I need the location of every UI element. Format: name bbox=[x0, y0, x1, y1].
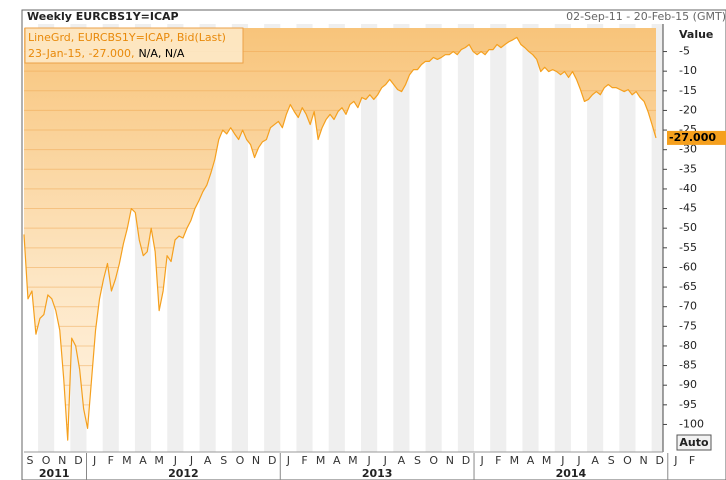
x-tick-label: J bbox=[286, 454, 290, 467]
x-tick-label: N bbox=[58, 454, 66, 467]
y-tick-label: -20 bbox=[679, 103, 697, 116]
y-tick-label: -60 bbox=[679, 260, 697, 273]
x-tick-label: D bbox=[462, 454, 470, 467]
x-tick-label: F bbox=[301, 454, 307, 467]
auto-button-label[interactable]: Auto bbox=[679, 436, 709, 449]
x-tick-label: J bbox=[560, 454, 564, 467]
x-tick-label: M bbox=[348, 454, 358, 467]
x-tick-label: A bbox=[591, 454, 599, 467]
y-tick-label: -10 bbox=[679, 64, 697, 77]
x-tick-label: M bbox=[122, 454, 132, 467]
x-tick-label: D bbox=[268, 454, 276, 467]
x-tick-label: D bbox=[74, 454, 82, 467]
year-label: 2012 bbox=[168, 467, 199, 480]
y-tick-label: -75 bbox=[679, 319, 697, 332]
x-tick-label: J bbox=[673, 454, 677, 467]
month-stripe bbox=[361, 24, 378, 452]
line-area-fill bbox=[24, 28, 656, 441]
legend-detail: 23-Jan-15, -27.000, bbox=[28, 47, 134, 60]
month-stripe bbox=[619, 24, 636, 452]
x-tick-label: O bbox=[236, 454, 245, 467]
month-stripe bbox=[554, 24, 571, 452]
x-tick-label: M bbox=[542, 454, 552, 467]
plot-area bbox=[23, 24, 663, 452]
legend-series-name: LineGrd, EURCBS1Y=ICAP, Bid(Last) bbox=[28, 31, 226, 44]
y-tick-label: -5 bbox=[679, 45, 690, 58]
x-tick-label: O bbox=[42, 454, 51, 467]
month-stripe bbox=[587, 24, 604, 452]
x-tick-label: O bbox=[429, 454, 438, 467]
x-tick-label: F bbox=[108, 454, 114, 467]
x-tick-label: M bbox=[510, 454, 520, 467]
year-label: 2013 bbox=[362, 467, 393, 480]
x-tick-label: J bbox=[383, 454, 387, 467]
last-value-box bbox=[667, 130, 726, 145]
y-tick-label: -55 bbox=[679, 241, 697, 254]
x-tick-label: A bbox=[398, 454, 406, 467]
month-stripe bbox=[393, 24, 410, 452]
x-tick-label: A bbox=[139, 454, 147, 467]
x-tick-label: D bbox=[655, 454, 663, 467]
x-tick-label: N bbox=[639, 454, 647, 467]
x-tick-label: J bbox=[366, 454, 370, 467]
last-value-label: -27.000 bbox=[669, 131, 716, 144]
x-tick-label: M bbox=[154, 454, 164, 467]
x-tick-label: J bbox=[479, 454, 483, 467]
y-tick-label: -90 bbox=[679, 378, 697, 391]
x-tick-label: F bbox=[689, 454, 695, 467]
chart-subtitle: 02-Sep-11 - 20-Feb-15 (GMT) bbox=[566, 10, 726, 23]
month-stripe bbox=[457, 24, 475, 452]
y-axis-title: Value bbox=[679, 28, 713, 41]
y-tick-label: -85 bbox=[679, 359, 697, 372]
x-tick-label: S bbox=[608, 454, 615, 467]
y-tick-label: -45 bbox=[679, 202, 697, 215]
y-tick-label: -70 bbox=[679, 300, 697, 313]
x-tick-label: F bbox=[495, 454, 501, 467]
x-tick-label: J bbox=[189, 454, 193, 467]
y-tick-label: -80 bbox=[679, 339, 697, 352]
data-line bbox=[23, 36, 657, 441]
x-tick-label: A bbox=[333, 454, 341, 467]
x-tick-label: A bbox=[204, 454, 212, 467]
y-tick-label: -30 bbox=[679, 143, 697, 156]
x-tick-label: J bbox=[576, 454, 580, 467]
month-stripe bbox=[328, 24, 345, 452]
auto-button[interactable] bbox=[676, 434, 712, 451]
x-tick-label: S bbox=[27, 454, 34, 467]
x-tick-label: M bbox=[316, 454, 326, 467]
x-tick-label: J bbox=[92, 454, 96, 467]
x-tick-label: J bbox=[173, 454, 177, 467]
month-stripe bbox=[522, 24, 539, 452]
month-stripe bbox=[425, 24, 442, 452]
year-label: 2014 bbox=[556, 467, 587, 480]
month-stripe bbox=[651, 24, 663, 452]
x-tick-label: A bbox=[527, 454, 535, 467]
y-tick-label: -15 bbox=[679, 84, 697, 97]
x-tick-label: S bbox=[414, 454, 421, 467]
month-stripe bbox=[296, 24, 313, 452]
legend-detail-extra: N/A, N/A bbox=[138, 47, 184, 60]
chart-title: Weekly EURCBS1Y=ICAP bbox=[27, 10, 179, 23]
y-tick-label: -65 bbox=[679, 280, 697, 293]
y-tick-label: -50 bbox=[679, 221, 697, 234]
year-label: 2011 bbox=[39, 467, 70, 480]
y-tick-label: -40 bbox=[679, 182, 697, 195]
y-tick-label: -100 bbox=[679, 417, 704, 430]
x-tick-label: O bbox=[623, 454, 632, 467]
x-tick-label: N bbox=[446, 454, 454, 467]
x-tick-label: N bbox=[252, 454, 260, 467]
month-stripe bbox=[490, 24, 507, 452]
y-tick-label: -95 bbox=[679, 398, 697, 411]
x-tick-label: S bbox=[220, 454, 227, 467]
y-tick-label: -35 bbox=[679, 162, 697, 175]
legend-box bbox=[24, 27, 244, 64]
